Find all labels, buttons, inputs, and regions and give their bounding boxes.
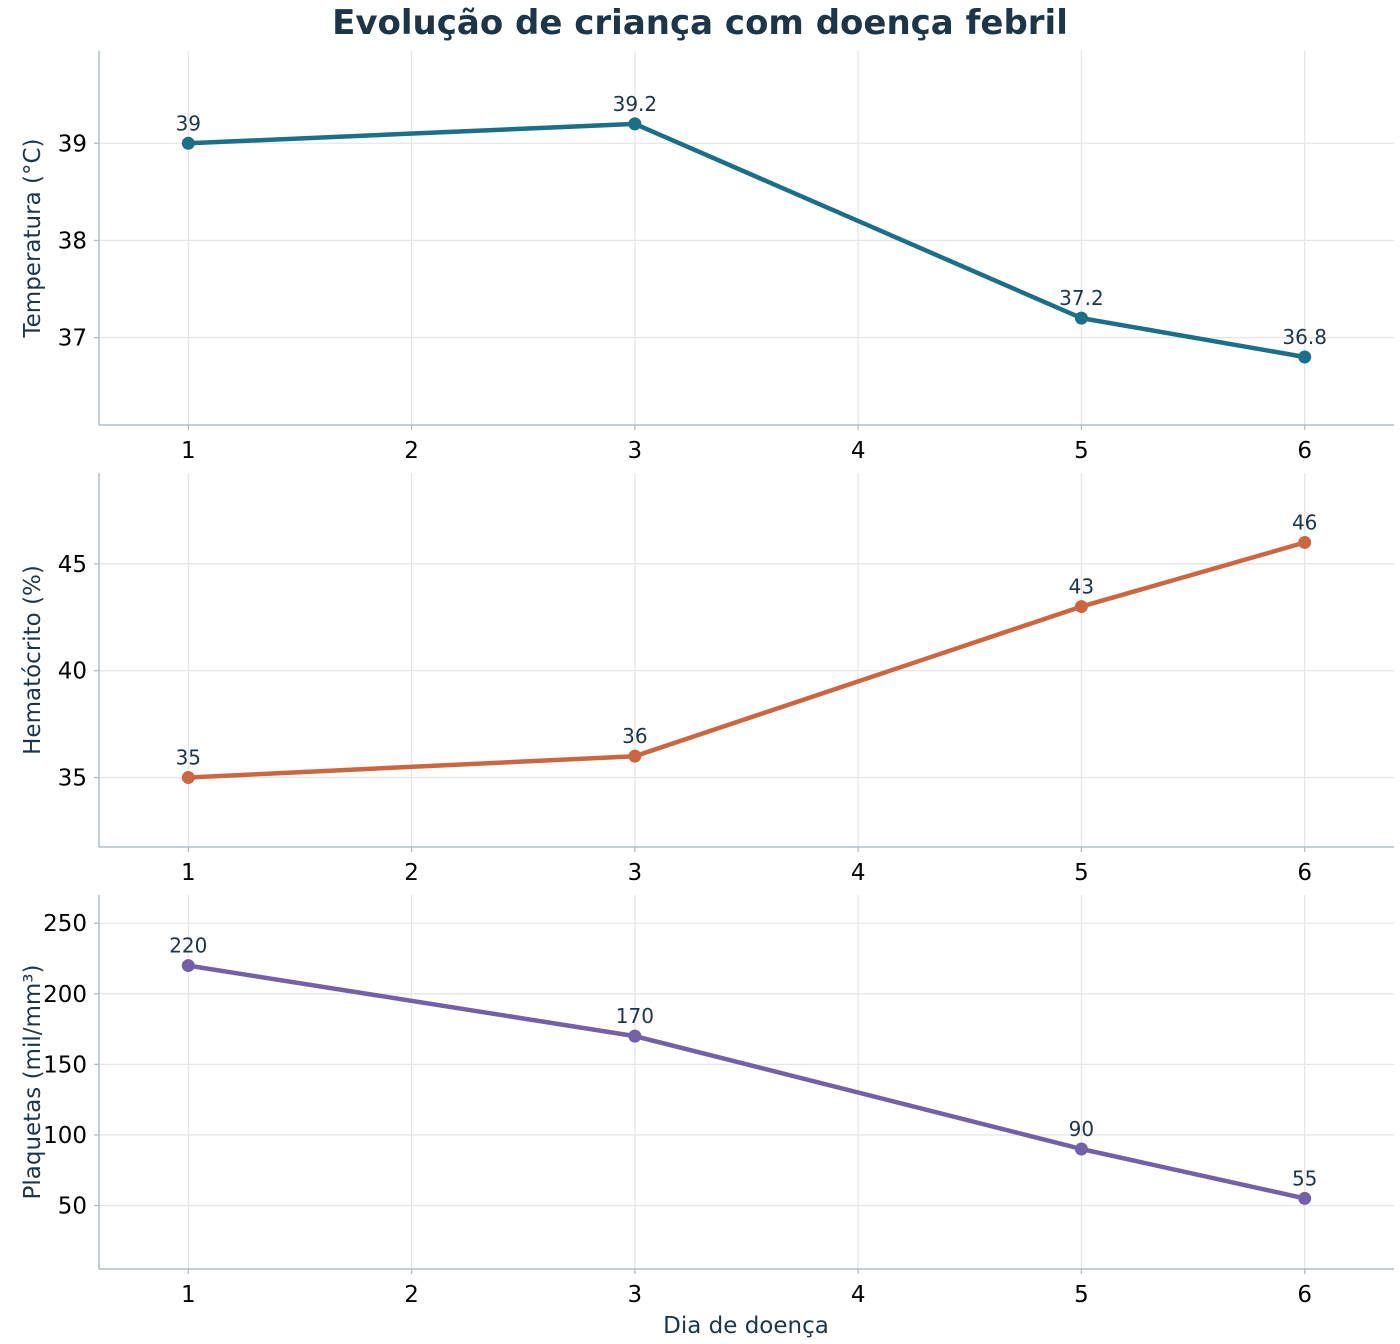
- series-line: [186, 963, 1307, 1201]
- data-point: [628, 749, 642, 763]
- x-tick-label: 2: [404, 1282, 419, 1308]
- y-tick-label: 250: [43, 911, 87, 937]
- y-tick-label: 38: [58, 228, 87, 254]
- x-tick-label: 4: [851, 860, 866, 886]
- y-tick-label: 35: [58, 766, 87, 792]
- data-point: [1298, 350, 1312, 364]
- data-label: 39.2: [613, 92, 658, 116]
- data-label: 170: [616, 1004, 654, 1028]
- y-tick-label: 50: [58, 1193, 87, 1219]
- data-point: [628, 1029, 642, 1043]
- data-point: [181, 771, 195, 785]
- y-tick-label: 100: [43, 1123, 87, 1149]
- data-label: 35: [176, 746, 201, 770]
- x-tick-label: 1: [181, 438, 196, 464]
- series-line: [186, 540, 1307, 780]
- x-axis-label: Dia de doença: [663, 1313, 829, 1339]
- x-tick-label: 4: [851, 1282, 866, 1308]
- data-label: 37.2: [1059, 286, 1104, 310]
- y-axis-label: Temperatura (°C): [20, 139, 46, 339]
- y-tick-label: 45: [58, 552, 87, 578]
- data-label: 36: [622, 724, 647, 748]
- x-tick-label: 3: [628, 1282, 643, 1308]
- y-tick-label: 37: [58, 326, 87, 352]
- x-tick-label: 3: [628, 860, 643, 886]
- data-point: [1074, 1142, 1088, 1156]
- x-tick-label: 6: [1297, 1282, 1312, 1308]
- data-point: [181, 136, 195, 150]
- x-tick-label: 5: [1074, 438, 1089, 464]
- data-point: [181, 959, 195, 973]
- x-tick-label: 1: [181, 860, 196, 886]
- data-point: [1298, 1191, 1312, 1205]
- series-line: [186, 121, 1307, 360]
- data-point: [628, 117, 642, 131]
- y-axis-label: Plaquetas (mil/mm³): [20, 965, 46, 1200]
- y-tick-label: 39: [58, 131, 87, 157]
- y-axis-label: Hematócrito (%): [20, 565, 46, 755]
- y-tick-label: 40: [58, 659, 87, 685]
- panel-1: 1 2 3 4 5 6 37 38 39 Temperatura (°C) 39 39.2 37.2 36…: [20, 51, 1394, 464]
- x-tick-label: 6: [1297, 438, 1312, 464]
- data-point: [1074, 600, 1088, 614]
- x-tick-label: 1: [181, 1282, 196, 1308]
- data-label: 220: [169, 934, 207, 958]
- x-tick-label: 4: [851, 438, 866, 464]
- x-tick-label: 5: [1074, 1282, 1089, 1308]
- data-label: 36.8: [1282, 325, 1327, 349]
- data-label: 90: [1069, 1117, 1094, 1141]
- data-label: 55: [1292, 1166, 1317, 1190]
- x-tick-label: 6: [1297, 860, 1312, 886]
- data-point: [1298, 535, 1312, 549]
- y-tick-label: 200: [43, 982, 87, 1008]
- x-tick-label: 5: [1074, 860, 1089, 886]
- x-tick-label: 3: [628, 438, 643, 464]
- x-tick-label: 2: [404, 438, 419, 464]
- y-tick-label: 150: [43, 1052, 87, 1078]
- data-label: 39: [176, 111, 201, 135]
- panel-3: 1 2 3 4 5 6 50 100 150 200 250 Plaquetas (mil/mm³) 2…: [20, 895, 1394, 1308]
- x-tick-label: 2: [404, 860, 419, 886]
- chart-title: Evolução de criança com doença febril: [332, 3, 1068, 43]
- data-label: 43: [1069, 575, 1094, 599]
- data-label: 46: [1292, 510, 1317, 534]
- data-point: [1074, 311, 1088, 325]
